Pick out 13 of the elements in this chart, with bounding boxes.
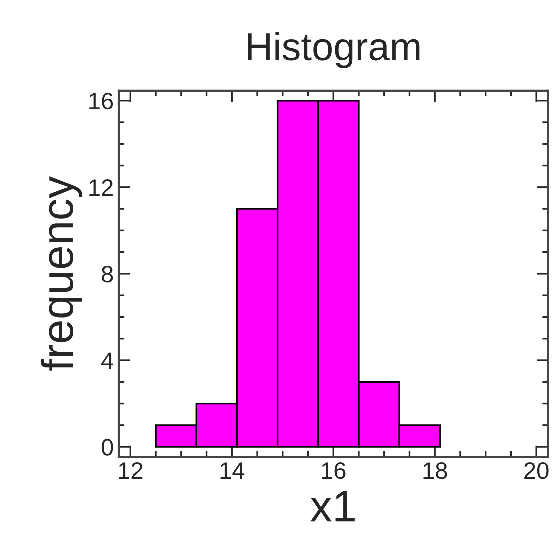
y-tick-label: 8 (102, 266, 114, 283)
x-tick-label: 16 (322, 462, 346, 480)
x-axis-title: x1 (310, 491, 355, 522)
x-tick-label: 20 (524, 462, 549, 480)
y-tick-label: 16 (90, 92, 114, 110)
x-tick-label: 18 (424, 462, 448, 480)
y-tick-label: 0 (102, 439, 114, 456)
chart-title: Histogram (248, 32, 420, 68)
x-tick-label: 14 (220, 462, 245, 479)
x-tick-label: 12 (119, 462, 143, 479)
y-tick-label: 12 (90, 179, 113, 196)
y-axis-title: frequency (40, 176, 82, 371)
y-tick-label: 4 (102, 352, 114, 370)
